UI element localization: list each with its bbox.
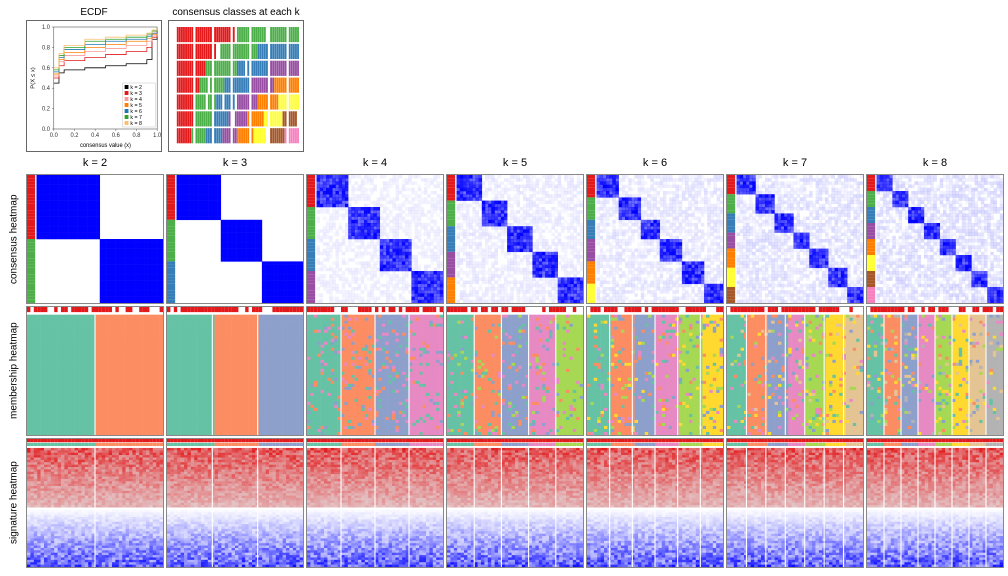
col-label-k8: k = 8 bbox=[866, 154, 1004, 172]
svg-text:consensus value (x): consensus value (x) bbox=[80, 143, 131, 149]
membership-k4 bbox=[306, 306, 444, 436]
membership-k5 bbox=[446, 306, 584, 436]
svg-text:0.8: 0.8 bbox=[42, 45, 50, 51]
consensus-k3 bbox=[166, 174, 304, 304]
consensus-classes-chart: consensus classes at each k bbox=[168, 20, 304, 152]
ecdf-chart: ECDF 0.00.20.40.60.81.00.00.20.40.60.81.… bbox=[26, 20, 162, 152]
svg-text:0.4: 0.4 bbox=[42, 86, 51, 92]
signature-k4 bbox=[306, 438, 444, 568]
signature-k5 bbox=[446, 438, 584, 568]
consensus-k8 bbox=[866, 174, 1004, 304]
consensus-k7 bbox=[726, 174, 864, 304]
col-label-k4: k = 4 bbox=[306, 154, 444, 172]
svg-text:0.2: 0.2 bbox=[42, 107, 50, 113]
consensus-k4 bbox=[306, 174, 444, 304]
svg-text:1.0: 1.0 bbox=[153, 133, 161, 139]
row-label-consensus: consensus heatmap bbox=[4, 174, 24, 304]
consensus-classes-title: consensus classes at each k bbox=[169, 7, 303, 18]
col-label-k7: k = 7 bbox=[726, 154, 864, 172]
svg-text:0.4: 0.4 bbox=[91, 133, 100, 139]
svg-text:0.8: 0.8 bbox=[133, 133, 141, 139]
row-label-membership: membership heatmap bbox=[4, 306, 24, 436]
svg-text:0.0: 0.0 bbox=[50, 133, 59, 139]
svg-text:0.2: 0.2 bbox=[70, 133, 78, 139]
signature-k3 bbox=[166, 438, 304, 568]
svg-text:0.6: 0.6 bbox=[42, 66, 50, 72]
consensus-k2 bbox=[26, 174, 164, 304]
membership-k7 bbox=[726, 306, 864, 436]
svg-text:k = 8: k = 8 bbox=[130, 121, 142, 127]
col-label-k5: k = 5 bbox=[446, 154, 584, 172]
svg-text:0.6: 0.6 bbox=[112, 133, 120, 139]
signature-k6 bbox=[586, 438, 724, 568]
svg-text:P(X ≤ x): P(X ≤ x) bbox=[31, 67, 37, 89]
col-label-k6: k = 6 bbox=[586, 154, 724, 172]
svg-text:0.0: 0.0 bbox=[42, 127, 51, 133]
ecdf-title: ECDF bbox=[27, 7, 161, 18]
membership-k6 bbox=[586, 306, 724, 436]
signature-k7 bbox=[726, 438, 864, 568]
consensus-k5 bbox=[446, 174, 584, 304]
signature-k8 bbox=[866, 438, 1004, 568]
col-label-k3: k = 3 bbox=[166, 154, 304, 172]
consensus-k6 bbox=[586, 174, 724, 304]
signature-k2 bbox=[26, 438, 164, 568]
membership-k8 bbox=[866, 306, 1004, 436]
svg-text:1.0: 1.0 bbox=[42, 25, 51, 31]
col-label-k2: k = 2 bbox=[26, 154, 164, 172]
membership-k2 bbox=[26, 306, 164, 436]
row-label-signature: signature heatmap bbox=[4, 438, 24, 568]
membership-k3 bbox=[166, 306, 304, 436]
